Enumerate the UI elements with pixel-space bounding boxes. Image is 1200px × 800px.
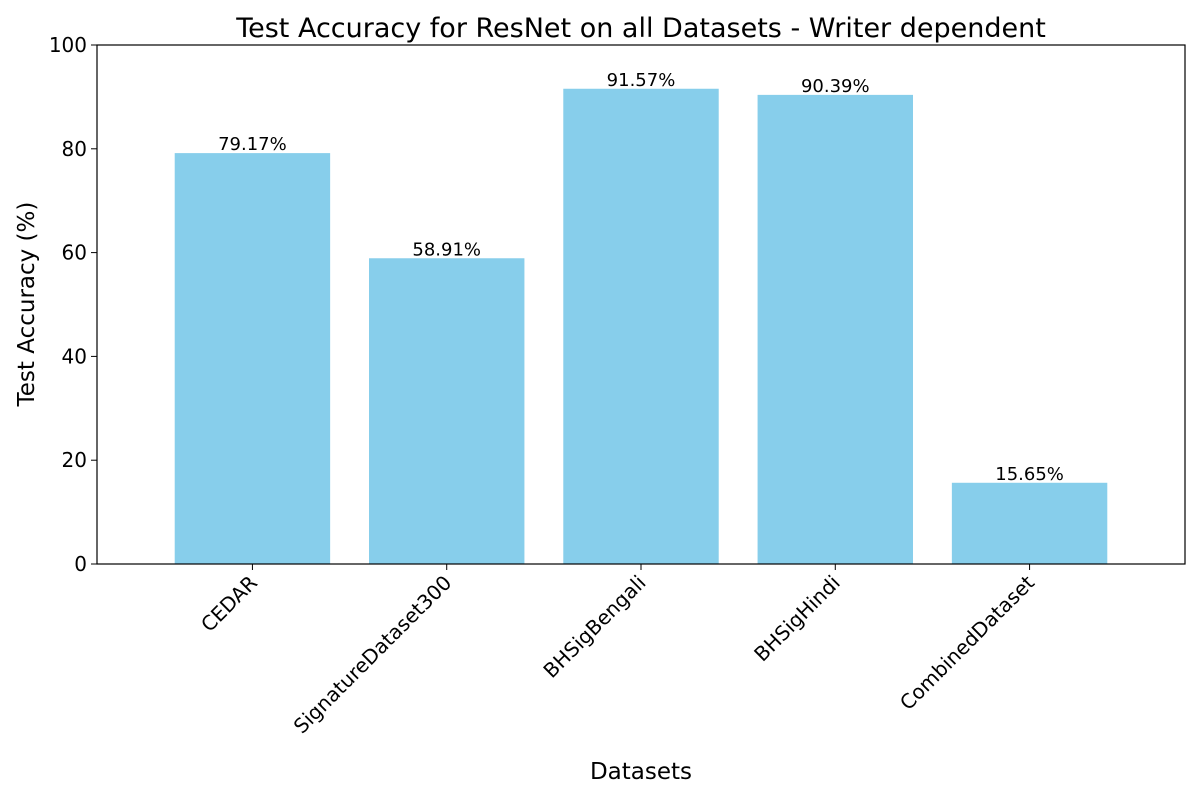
data-label-cedar: 79.17% — [218, 134, 287, 155]
y-tick-label: 60 — [62, 241, 87, 265]
y-tick-label: 0 — [74, 552, 87, 576]
x-axis: CEDAR SignatureDataset300 BHSigBengali BHSi… — [196, 564, 1039, 738]
data-label-bhsigbengali: 91.57% — [607, 70, 676, 91]
x-tick-label: BHSigHindi — [749, 571, 845, 667]
bars-group — [174, 88, 1108, 564]
bar-combineddataset — [951, 482, 1108, 564]
chart-title: Test Accuracy for ResNet on all Datasets… — [235, 13, 1046, 44]
y-tick-label: 40 — [62, 344, 87, 368]
bar-bhsighindi — [757, 94, 913, 564]
bar-bhsigbengali — [563, 88, 719, 564]
y-axis: 0 20 40 60 80 100 — [49, 33, 97, 576]
data-label-signaturedataset300: 58.91% — [412, 239, 481, 260]
data-label-combineddataset: 15.65% — [995, 464, 1064, 485]
x-tick-label: SignatureDataset300 — [289, 571, 457, 739]
data-labels-group: 79.17% 58.91% 91.57% 90.39% 15.65% — [218, 70, 1064, 485]
x-tick-label: CombinedDataset — [895, 570, 1039, 714]
bar-cedar — [174, 153, 331, 564]
x-tick-label: BHSigBengali — [538, 571, 650, 683]
y-tick-label: 100 — [49, 33, 87, 57]
data-label-bhsighindi: 90.39% — [801, 76, 870, 97]
y-tick-label: 80 — [62, 137, 87, 161]
x-tick-label: CEDAR — [196, 570, 262, 636]
bar-signaturedataset300 — [369, 258, 525, 564]
x-axis-label: Datasets — [590, 759, 692, 785]
y-tick-label: 20 — [62, 448, 87, 472]
y-axis-label: Test Accuracy (%) — [14, 202, 40, 408]
